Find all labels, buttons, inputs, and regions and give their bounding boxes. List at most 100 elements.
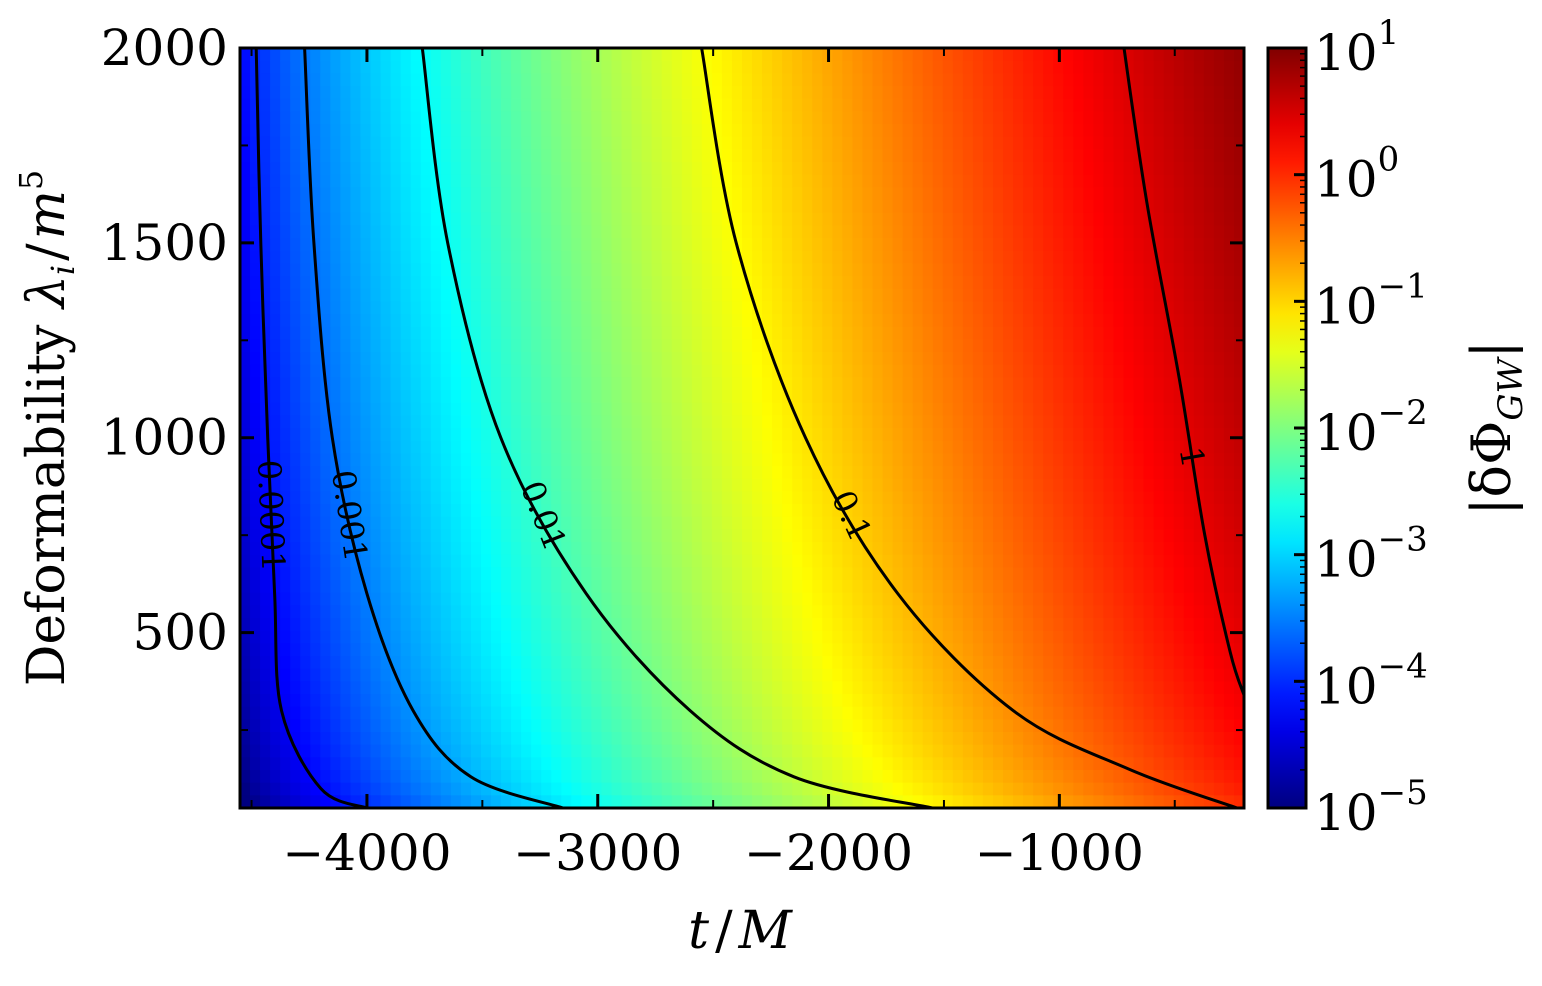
- heatmap-cell: [470, 60, 482, 74]
- heatmap-cell: [1053, 276, 1064, 290]
- heatmap-cell: [551, 98, 562, 112]
- heatmap-cell: [581, 744, 592, 758]
- heatmap-cell: [802, 466, 813, 480]
- heatmap-cell: [260, 757, 271, 771]
- heatmap-cell: [802, 390, 813, 404]
- heatmap-cell: [742, 136, 753, 150]
- heatmap-cell: [491, 86, 502, 100]
- heatmap-cell: [671, 744, 683, 758]
- heatmap-cell: [731, 618, 743, 632]
- heatmap-cell: [752, 580, 763, 594]
- heatmap-cell: [782, 605, 793, 619]
- heatmap-cell: [420, 554, 432, 568]
- heatmap-cell: [731, 212, 743, 226]
- heatmap-cell: [631, 364, 643, 378]
- heatmap-cell: [972, 770, 984, 784]
- heatmap-cell: [691, 60, 703, 74]
- heatmap-cell: [932, 212, 944, 226]
- heatmap-cell: [1033, 98, 1044, 112]
- heatmap-cell: [450, 516, 462, 530]
- heatmap-cell: [772, 402, 783, 416]
- heatmap-cell: [250, 795, 261, 808]
- heatmap-cell: [701, 453, 713, 467]
- heatmap-cell: [721, 250, 733, 264]
- heatmap-cell: [611, 225, 623, 239]
- heatmap-cell: [480, 656, 492, 670]
- heatmap-cell: [571, 301, 582, 315]
- heatmap-cell: [260, 605, 271, 619]
- heatmap-cell: [872, 238, 884, 252]
- heatmap-cell: [691, 757, 703, 771]
- heatmap-cell: [872, 390, 884, 404]
- heatmap-cell: [330, 352, 341, 366]
- heatmap-cell: [420, 162, 432, 176]
- heatmap-cell: [410, 212, 422, 226]
- heatmap-cell: [240, 504, 251, 518]
- heatmap-cell: [792, 326, 803, 340]
- heatmap-cell: [752, 681, 763, 695]
- heatmap-cell: [772, 770, 783, 784]
- heatmap-cell: [440, 491, 452, 505]
- heatmap-cell: [1043, 301, 1054, 315]
- heatmap-cell: [792, 706, 803, 720]
- heatmap-cell: [962, 428, 974, 442]
- heatmap-cell: [661, 187, 673, 201]
- heatmap-cell: [531, 757, 542, 771]
- heatmap-cell: [340, 694, 352, 708]
- heatmap-cell: [400, 136, 412, 150]
- heatmap-cell: [621, 162, 633, 176]
- heatmap-cell: [962, 136, 974, 150]
- heatmap-cell: [621, 238, 633, 252]
- heatmap-cell: [370, 187, 382, 201]
- heatmap-cell: [340, 630, 352, 644]
- heatmap-cell: [691, 554, 703, 568]
- heatmap-cell: [290, 111, 301, 125]
- heatmap-cell: [310, 187, 321, 201]
- heatmap-cell: [420, 415, 432, 429]
- heatmap-cell: [250, 377, 261, 391]
- heatmap-cell: [922, 580, 934, 594]
- heatmap-cell: [340, 288, 352, 302]
- heatmap-cell: [350, 592, 362, 606]
- heatmap-cell: [822, 250, 833, 264]
- heatmap-cell: [521, 719, 532, 733]
- heatmap-cell: [240, 326, 251, 340]
- heatmap-cell: [651, 314, 663, 328]
- heatmap-cell: [240, 453, 251, 467]
- heatmap-cell: [1003, 352, 1014, 366]
- heatmap-cell: [892, 263, 904, 277]
- heatmap-cell: [460, 656, 472, 670]
- heatmap-cell: [440, 668, 452, 682]
- heatmap-cell: [842, 681, 854, 695]
- heatmap-cell: [812, 694, 823, 708]
- heatmap-cell: [290, 630, 301, 644]
- heatmap-cell: [420, 795, 432, 808]
- heatmap-cell: [531, 111, 542, 125]
- heatmap-cell: [521, 782, 532, 796]
- heatmap-cell: [1043, 200, 1054, 214]
- heatmap-cell: [651, 111, 663, 125]
- heatmap-cell: [731, 466, 743, 480]
- heatmap-cell: [611, 795, 623, 808]
- heatmap-cell: [260, 86, 271, 100]
- heatmap-cell: [752, 212, 763, 226]
- heatmap-cell: [531, 491, 542, 505]
- heatmap-cell: [400, 48, 412, 62]
- heatmap-cell: [772, 757, 783, 771]
- heatmap-cell: [691, 174, 703, 188]
- heatmap-cell: [802, 162, 813, 176]
- heatmap-cell: [752, 516, 763, 530]
- heatmap-cell: [480, 466, 492, 480]
- heatmap-cell: [440, 98, 452, 112]
- heatmap-cell: [1053, 643, 1064, 657]
- heatmap-cell: [310, 149, 321, 163]
- heatmap-cell: [611, 567, 623, 581]
- heatmap-cell: [982, 301, 994, 315]
- heatmap-cell: [742, 643, 753, 657]
- heatmap-cell: [832, 744, 843, 758]
- heatmap-cell: [1053, 60, 1064, 74]
- heatmap-cell: [661, 288, 673, 302]
- heatmap-cell: [571, 162, 582, 176]
- heatmap-cell: [250, 326, 261, 340]
- heatmap-cell: [852, 643, 864, 657]
